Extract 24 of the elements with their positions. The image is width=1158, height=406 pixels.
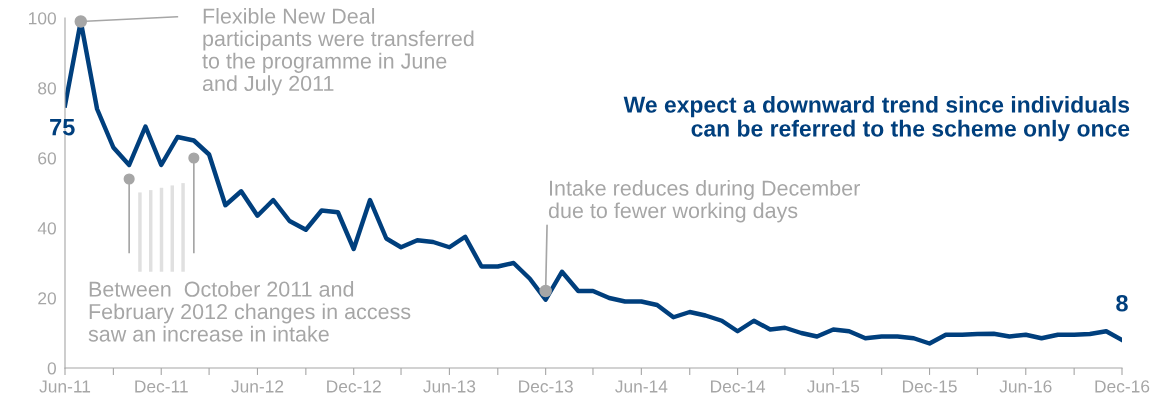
x-tick-label: Jun-12 — [231, 380, 284, 393]
x-tick-label: Jun-15 — [807, 380, 860, 393]
annotation: We expect a downward trend since individuals can be referred to the scheme only once — [623, 96, 1130, 142]
annotation: Flexible New Deal participants were transferred to the programme in June and July 2011 — [202, 8, 474, 96]
x-tick-label: Dec-13 — [519, 380, 573, 393]
annotation: Intake reduces during December due to fewer working days — [548, 180, 860, 223]
x-tick-label: Jun-16 — [999, 380, 1052, 393]
x-tick-label: Jun-11 — [39, 380, 91, 393]
data-label: 8 — [1116, 294, 1128, 312]
y-tick-label: 60 — [38, 152, 56, 165]
x-tick-label: Dec-12 — [327, 380, 381, 393]
data-label: 75 — [50, 118, 75, 136]
x-tick-label: Dec-11 — [135, 380, 188, 393]
x-tick-label: Dec-16 — [1095, 380, 1150, 393]
annotation: Between October 2011 and February 2012 changes in access saw an increase in intake — [88, 281, 411, 342]
y-tick-label: 20 — [38, 292, 56, 305]
y-tick-label: 80 — [38, 82, 56, 95]
x-tick-label: Dec-14 — [711, 380, 766, 393]
y-tick-label: 100 — [29, 12, 56, 25]
y-tick-label: 0 — [47, 362, 56, 375]
x-tick-label: Jun-13 — [423, 380, 476, 393]
y-tick-label: 40 — [37, 222, 56, 235]
x-tick-label: Jun-14 — [615, 380, 668, 393]
x-tick-label: Dec-15 — [902, 380, 957, 393]
